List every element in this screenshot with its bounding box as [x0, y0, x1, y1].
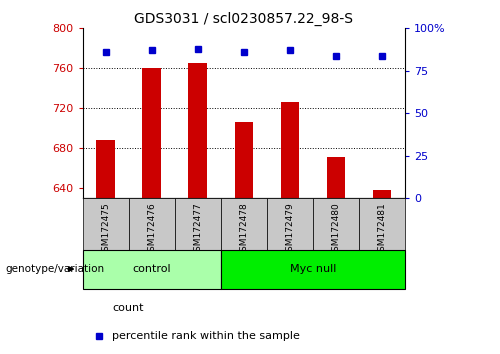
Text: GSM172477: GSM172477 — [193, 202, 202, 257]
Bar — [267, 198, 313, 250]
Bar — [326, 157, 345, 198]
Bar — [234, 122, 253, 198]
Text: Myc null: Myc null — [290, 264, 336, 274]
Text: GSM172481: GSM172481 — [378, 202, 386, 257]
Bar — [142, 68, 161, 198]
Text: control: control — [132, 264, 171, 274]
Bar — [220, 198, 267, 250]
Bar — [188, 63, 207, 198]
Bar — [220, 250, 405, 289]
Text: GSM172479: GSM172479 — [286, 202, 294, 257]
Text: count: count — [112, 303, 144, 313]
Bar — [174, 198, 220, 250]
Text: GSM172480: GSM172480 — [332, 202, 340, 257]
Text: percentile rank within the sample: percentile rank within the sample — [112, 331, 300, 341]
Text: GSM172478: GSM172478 — [240, 202, 248, 257]
Text: GSM172475: GSM172475 — [101, 202, 110, 257]
Title: GDS3031 / scl0230857.22_98-S: GDS3031 / scl0230857.22_98-S — [134, 12, 353, 26]
Bar — [96, 140, 115, 198]
Bar — [128, 198, 174, 250]
Text: GSM172476: GSM172476 — [147, 202, 156, 257]
Text: genotype/variation: genotype/variation — [5, 264, 104, 274]
Bar — [313, 198, 359, 250]
Bar — [359, 198, 405, 250]
Bar — [280, 102, 299, 198]
Bar — [82, 250, 220, 289]
Bar — [373, 190, 391, 198]
Bar — [82, 198, 128, 250]
